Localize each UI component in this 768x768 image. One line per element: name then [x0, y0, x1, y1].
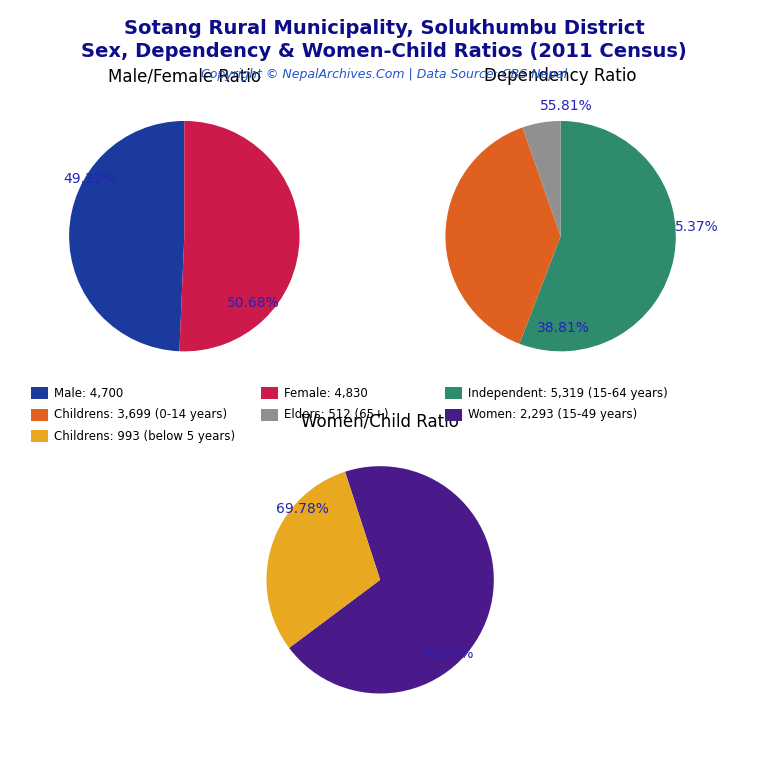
- Text: Childrens: 3,699 (0-14 years): Childrens: 3,699 (0-14 years): [54, 409, 227, 421]
- Title: Male/Female Ratio: Male/Female Ratio: [108, 67, 261, 85]
- Text: Sotang Rural Municipality, Solukhumbu District: Sotang Rural Municipality, Solukhumbu Di…: [124, 19, 644, 38]
- Text: 50.68%: 50.68%: [227, 296, 280, 310]
- Wedge shape: [180, 121, 300, 351]
- Text: Childrens: 993 (below 5 years): Childrens: 993 (below 5 years): [54, 430, 235, 442]
- Wedge shape: [266, 472, 380, 648]
- Text: 49.32%: 49.32%: [64, 171, 116, 186]
- Wedge shape: [445, 127, 561, 344]
- Text: 38.81%: 38.81%: [537, 321, 589, 336]
- Text: Female: 4,830: Female: 4,830: [284, 387, 368, 399]
- Text: 69.78%: 69.78%: [276, 502, 329, 516]
- Wedge shape: [69, 121, 184, 351]
- Text: 5.37%: 5.37%: [675, 220, 718, 234]
- Title: Dependency Ratio: Dependency Ratio: [485, 67, 637, 85]
- Wedge shape: [519, 121, 676, 351]
- Text: Elders: 512 (65+): Elders: 512 (65+): [284, 409, 389, 421]
- Text: 55.81%: 55.81%: [540, 99, 593, 113]
- Wedge shape: [289, 466, 494, 694]
- Text: Copyright © NepalArchives.Com | Data Source: CBS Nepal: Copyright © NepalArchives.Com | Data Sou…: [201, 68, 567, 81]
- Text: Sex, Dependency & Women-Child Ratios (2011 Census): Sex, Dependency & Women-Child Ratios (20…: [81, 42, 687, 61]
- Text: Male: 4,700: Male: 4,700: [54, 387, 123, 399]
- Title: Women/Child Ratio: Women/Child Ratio: [301, 412, 459, 431]
- Text: Women: 2,293 (15-49 years): Women: 2,293 (15-49 years): [468, 409, 637, 421]
- Text: 30.22%: 30.22%: [422, 647, 475, 660]
- Text: Independent: 5,319 (15-64 years): Independent: 5,319 (15-64 years): [468, 387, 668, 399]
- Wedge shape: [522, 121, 561, 237]
